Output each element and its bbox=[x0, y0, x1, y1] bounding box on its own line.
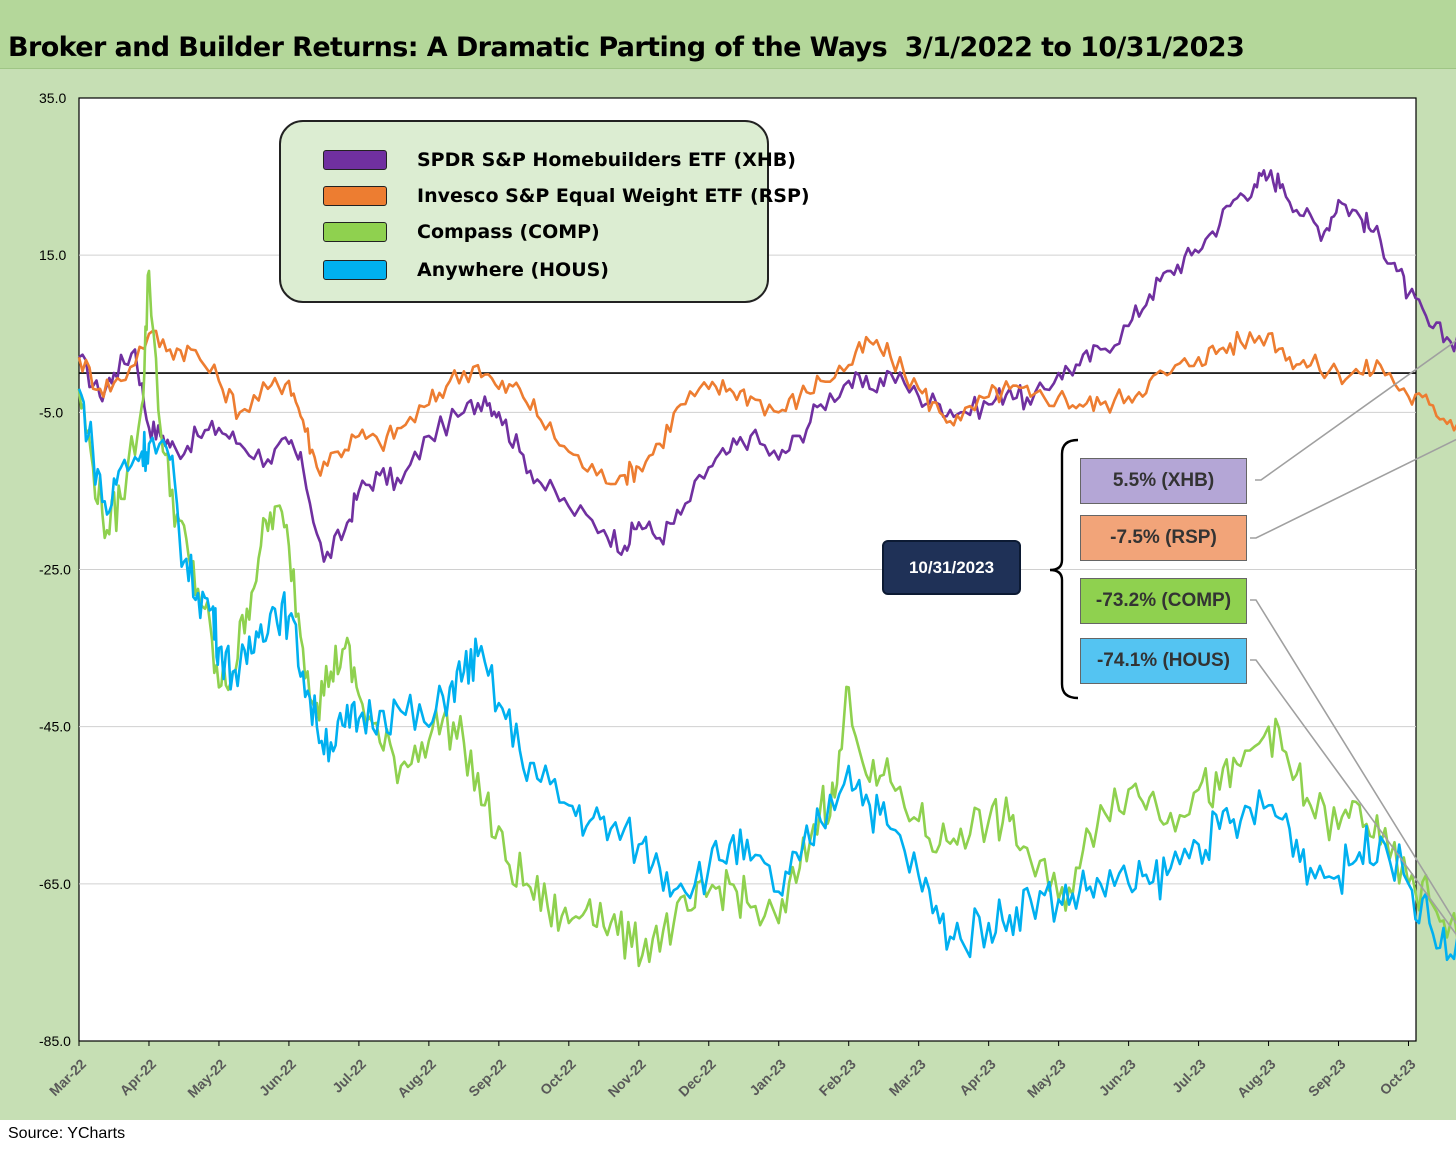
legend-swatch-xhb bbox=[323, 150, 387, 170]
source-note: Source: YCharts bbox=[8, 1125, 126, 1142]
legend-swatch-hous bbox=[323, 260, 387, 280]
chart-title: Broker and Builder Returns: A Dramatic P… bbox=[8, 32, 1245, 63]
legend-item-comp: Compass (COMP) bbox=[323, 220, 600, 244]
callout-xhb-box: 5.5% (XHB) bbox=[1080, 458, 1247, 504]
y-tick-label: -65.0 bbox=[39, 876, 71, 892]
title-band: Broker and Builder Returns: A Dramatic P… bbox=[0, 0, 1456, 69]
x-tick-label: Dec-22 bbox=[675, 1056, 719, 1100]
legend: SPDR S&P Homebuilders ETF (XHB) Invesco … bbox=[279, 120, 810, 303]
legend-label-hous: Anywhere (HOUS) bbox=[417, 259, 609, 281]
x-tick-label: Nov-22 bbox=[605, 1056, 649, 1100]
x-tick-label: May-23 bbox=[1024, 1056, 1069, 1101]
x-tick-label: Aug-22 bbox=[394, 1056, 439, 1101]
callout-rsp-box: -7.5% (RSP) bbox=[1080, 515, 1247, 561]
series-line-rsp bbox=[77, 329, 1456, 486]
x-tick-label: Feb-23 bbox=[816, 1056, 859, 1099]
x-tick-label: Aug-23 bbox=[1234, 1056, 1279, 1101]
series-line-hous bbox=[77, 388, 1456, 962]
x-tick-label: Jun-23 bbox=[1096, 1056, 1139, 1099]
legend-item-xhb: SPDR S&P Homebuilders ETF (XHB) bbox=[323, 148, 796, 172]
leader-line-comp bbox=[1250, 599, 1456, 925]
x-tick-label: Apr-23 bbox=[956, 1056, 999, 1099]
x-tick-label: May-22 bbox=[184, 1056, 229, 1101]
legend-label-comp: Compass (COMP) bbox=[417, 221, 600, 243]
y-tick-label: -85.0 bbox=[39, 1033, 71, 1049]
leader-line-xhb bbox=[1255, 339, 1456, 481]
series-line-xhb bbox=[78, 169, 1456, 563]
x-tick-label: Apr-22 bbox=[116, 1056, 159, 1099]
series-line-comp bbox=[77, 269, 1456, 968]
y-tick-label: -45.0 bbox=[39, 719, 71, 735]
x-tick-label: Jan-23 bbox=[746, 1056, 789, 1099]
legend-swatch-comp bbox=[323, 222, 387, 242]
legend-label-xhb: SPDR S&P Homebuilders ETF (XHB) bbox=[417, 149, 796, 171]
x-tick-label: Oct-22 bbox=[537, 1056, 579, 1098]
x-tick-label: Mar-22 bbox=[46, 1056, 89, 1099]
y-tick-label: -25.0 bbox=[39, 562, 71, 578]
x-tick-label: Jul-23 bbox=[1169, 1056, 1209, 1096]
y-tick-label: 15.0 bbox=[39, 247, 66, 263]
x-tick-label: Jun-22 bbox=[256, 1056, 299, 1099]
y-tick-label: -5.0 bbox=[39, 404, 63, 420]
legend-swatch-rsp bbox=[323, 186, 387, 206]
callout-hous-box: -74.1% (HOUS) bbox=[1080, 638, 1247, 684]
x-tick-label: Mar-23 bbox=[886, 1056, 929, 1099]
callout-brace bbox=[1049, 438, 1079, 700]
x-tick-label: Oct-23 bbox=[1376, 1056, 1418, 1098]
legend-item-rsp: Invesco S&P Equal Weight ETF (RSP) bbox=[323, 184, 810, 208]
legend-label-rsp: Invesco S&P Equal Weight ETF (RSP) bbox=[417, 185, 810, 207]
x-tick-label: Sep-23 bbox=[1305, 1056, 1349, 1100]
leader-line-rsp bbox=[1250, 438, 1456, 539]
callout-comp-box: -73.2% (COMP) bbox=[1080, 578, 1247, 624]
leader-line-hous bbox=[1250, 659, 1456, 936]
x-tick-label: Jul-22 bbox=[329, 1056, 369, 1096]
x-tick-label: Sep-22 bbox=[465, 1056, 509, 1100]
y-tick-label: 35.0 bbox=[39, 90, 66, 106]
callout-date-box: 10/31/2023 bbox=[882, 540, 1021, 595]
legend-item-hous: Anywhere (HOUS) bbox=[323, 258, 609, 282]
